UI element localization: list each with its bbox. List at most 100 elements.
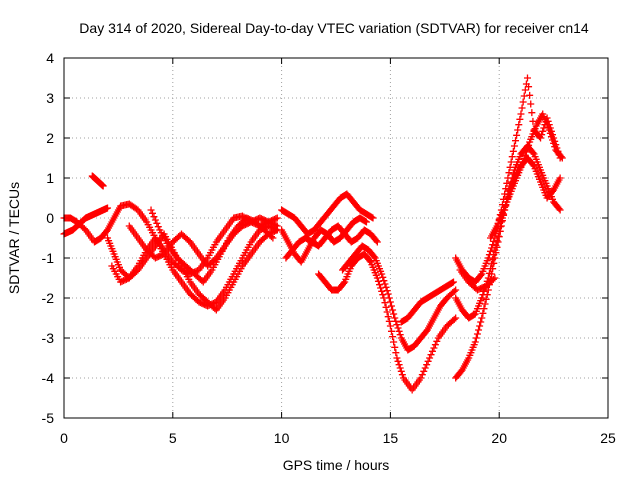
x-tick-label: 5 bbox=[169, 430, 177, 446]
series-track-o bbox=[452, 74, 564, 286]
data-point bbox=[492, 241, 500, 249]
y-tick-label: 2 bbox=[46, 130, 54, 146]
data-point bbox=[392, 317, 400, 325]
y-tick-label: -3 bbox=[42, 330, 55, 346]
series-track-m bbox=[397, 278, 458, 326]
data-point bbox=[418, 371, 426, 379]
series-track-j bbox=[282, 222, 381, 262]
x-tick-label: 25 bbox=[600, 430, 616, 446]
tick-layer: 0 5 10 15 20 25 -5 -4 -3 -2 -1 0 1 2 3 4 bbox=[42, 50, 616, 446]
data-point bbox=[433, 337, 441, 345]
y-tick-label: 1 bbox=[46, 170, 54, 186]
data-point bbox=[523, 74, 531, 82]
data-point bbox=[481, 300, 489, 308]
data-point bbox=[523, 145, 531, 153]
chart-title: Day 314 of 2020, Sidereal Day-to-day VTE… bbox=[79, 20, 589, 36]
data-point bbox=[491, 246, 499, 254]
data-point bbox=[384, 313, 392, 321]
data-point bbox=[394, 324, 402, 332]
data-point bbox=[484, 274, 492, 282]
plot-frame bbox=[63, 57, 609, 419]
data-point bbox=[393, 354, 401, 362]
data-point bbox=[493, 237, 501, 245]
data-point bbox=[507, 158, 515, 166]
data-point bbox=[479, 291, 487, 299]
data-point bbox=[490, 237, 498, 245]
data-point bbox=[104, 204, 112, 212]
data-point bbox=[386, 322, 394, 330]
data-point bbox=[525, 141, 533, 149]
data-point bbox=[369, 214, 377, 222]
data-point bbox=[482, 295, 490, 303]
data-point bbox=[521, 86, 529, 94]
data-point bbox=[381, 299, 389, 307]
data-point bbox=[551, 143, 559, 151]
data-point bbox=[387, 302, 395, 310]
data-point bbox=[273, 214, 281, 222]
data-point bbox=[153, 219, 161, 227]
data-point bbox=[382, 303, 390, 311]
data-point bbox=[389, 333, 397, 341]
data-point bbox=[556, 174, 564, 182]
data-point bbox=[390, 338, 398, 346]
data-point bbox=[537, 134, 545, 142]
data-point bbox=[423, 361, 431, 369]
data-point bbox=[555, 205, 563, 213]
data-point bbox=[540, 124, 548, 132]
data-point bbox=[452, 286, 460, 294]
data-point bbox=[546, 129, 554, 137]
data-point bbox=[151, 216, 159, 224]
data-point bbox=[478, 294, 486, 302]
series-track-c bbox=[88, 172, 107, 190]
data-point bbox=[395, 361, 403, 369]
data-point bbox=[154, 223, 162, 231]
data-point bbox=[386, 298, 394, 306]
data-point bbox=[556, 206, 564, 214]
data-point bbox=[148, 209, 156, 217]
data-point bbox=[395, 327, 403, 335]
data-point bbox=[476, 322, 484, 330]
data-point bbox=[477, 318, 485, 326]
data-point bbox=[508, 153, 516, 161]
data-point bbox=[513, 131, 521, 139]
y-tick-label: -2 bbox=[42, 290, 55, 306]
data-point bbox=[505, 169, 513, 177]
data-point bbox=[391, 343, 399, 351]
data-point bbox=[450, 315, 458, 323]
data-point bbox=[381, 280, 389, 288]
data-point bbox=[545, 126, 553, 134]
data-point bbox=[273, 222, 281, 230]
y-tick-label: 0 bbox=[46, 210, 54, 226]
data-point bbox=[398, 371, 406, 379]
data-point bbox=[392, 349, 400, 357]
data-point bbox=[370, 253, 378, 261]
series-track-q bbox=[486, 110, 566, 242]
data-point bbox=[529, 117, 537, 125]
data-point bbox=[424, 357, 432, 365]
data-point bbox=[525, 83, 533, 91]
data-layer bbox=[60, 74, 566, 394]
data-point bbox=[448, 279, 456, 287]
data-point bbox=[391, 314, 399, 322]
data-point bbox=[150, 213, 158, 221]
series-track-k bbox=[315, 250, 460, 394]
data-point bbox=[373, 274, 381, 282]
data-point bbox=[430, 344, 438, 352]
data-point bbox=[509, 147, 517, 155]
data-point bbox=[479, 309, 487, 317]
data-point bbox=[519, 158, 527, 166]
data-point bbox=[520, 155, 528, 163]
data-point bbox=[521, 151, 529, 159]
data-point bbox=[557, 153, 565, 161]
data-point bbox=[516, 115, 524, 123]
series-track-g bbox=[147, 206, 277, 286]
data-point bbox=[378, 287, 386, 295]
data-point bbox=[373, 238, 381, 246]
data-point bbox=[362, 218, 370, 226]
data-point bbox=[494, 232, 502, 240]
data-point bbox=[503, 179, 511, 187]
data-point bbox=[377, 284, 385, 292]
data-point bbox=[475, 326, 483, 334]
data-point bbox=[378, 270, 386, 278]
